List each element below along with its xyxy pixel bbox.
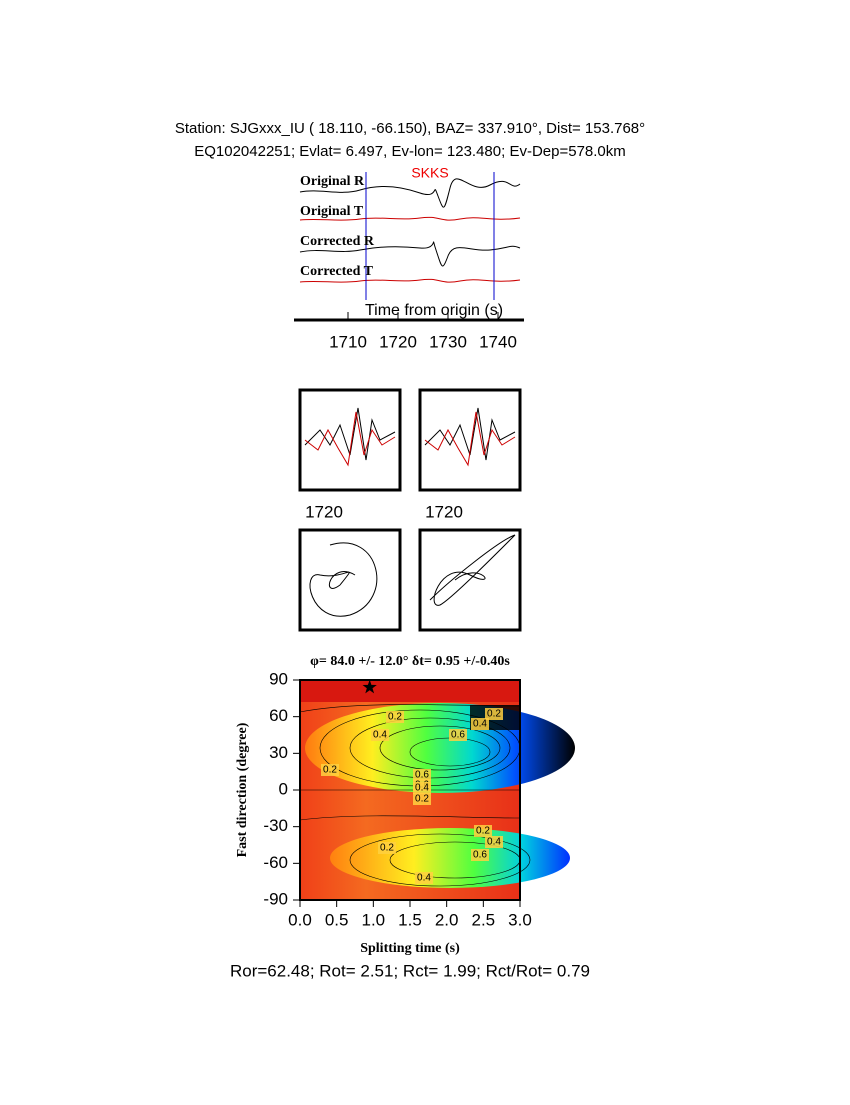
x-tick-label: 1710 xyxy=(329,332,367,351)
contour-label: 0.4 xyxy=(417,873,431,884)
contour-title: φ= 84.0 +/- 12.0° δt= 0.95 +/-0.40s xyxy=(310,654,510,669)
contour-label-bg xyxy=(413,782,431,794)
contour-label: 0.2 xyxy=(487,709,501,720)
contour-label-bg xyxy=(413,769,431,781)
y-tick-label: 30 xyxy=(269,743,288,762)
waveform-traces xyxy=(299,172,521,300)
event-line: EQ102042251; Evlat= 6.497, Ev-lon= 123.4… xyxy=(194,143,626,160)
y-tick-label: 60 xyxy=(269,706,288,725)
window-boxes xyxy=(298,388,522,632)
contour-label: 0.2 xyxy=(323,765,337,776)
contour-label-bg xyxy=(371,729,389,741)
trace-label: Corrected R xyxy=(300,234,375,249)
x-tick-label: 2.0 xyxy=(435,910,459,929)
contour-label: 0.6 xyxy=(451,730,465,741)
x-tick-label: 2.5 xyxy=(472,910,496,929)
x-tick-label: 1720 xyxy=(379,332,417,351)
contour-label: 0.4 xyxy=(473,719,487,730)
contour-label-bg xyxy=(378,842,396,854)
contour-label-bg xyxy=(471,718,489,730)
contour-label-bg xyxy=(474,825,492,837)
x-tick-label: 1730 xyxy=(429,332,467,351)
contour-label: 0.6 xyxy=(473,850,487,861)
y-tick-label: -60 xyxy=(263,853,288,872)
contour-label: 0.2 xyxy=(415,794,429,805)
y-tick-label: 90 xyxy=(269,669,288,688)
window-label: 1720 xyxy=(305,502,343,521)
contour-label: 0.2 xyxy=(476,826,490,837)
x-tick-label: 1.5 xyxy=(398,910,422,929)
phase-label: SKKS xyxy=(411,165,448,181)
y-tick-label: 0 xyxy=(279,779,288,798)
trace-label: Original T xyxy=(300,204,364,219)
x-tick-label: 1.0 xyxy=(362,910,386,929)
contour-label: 0.4 xyxy=(487,837,501,848)
x-tick-label: 0.5 xyxy=(325,910,349,929)
trace-label: Original R xyxy=(300,174,365,189)
station-line: Station: SJGxxx_IU ( 18.110, -66.150), B… xyxy=(175,120,645,137)
contour-label-bg xyxy=(485,836,503,848)
contour-label: 0.6 xyxy=(415,770,429,781)
y-tick-label: -30 xyxy=(263,816,288,835)
contour-label: 0.2 xyxy=(380,843,394,854)
best-fit-star xyxy=(362,679,377,694)
contour-label-bg xyxy=(471,849,489,861)
contour-label: 0.4 xyxy=(373,730,387,741)
x-tick-label: 1740 xyxy=(479,332,517,351)
x-axis-label: Time from origin (s) xyxy=(365,302,503,319)
trace-label: Corrected T xyxy=(300,264,374,279)
y-tick-label: -90 xyxy=(263,889,288,908)
window-label: 1720 xyxy=(425,502,463,521)
contour-label-bg xyxy=(485,708,503,720)
footer: Ror=62.48; Rot= 2.51; Rct= 1.99; Rct/Rot… xyxy=(230,961,590,980)
contour-label-bg xyxy=(449,729,467,741)
contour-label-bg xyxy=(386,711,404,723)
x-axis-label: Splitting time (s) xyxy=(360,941,460,956)
x-tick-label: 3.0 xyxy=(508,910,532,929)
contour-label: 0.2 xyxy=(388,712,402,723)
contour-label-bg xyxy=(321,764,339,776)
contour-label-bg xyxy=(413,793,431,805)
contour-label-bg xyxy=(415,872,433,884)
contour-field xyxy=(299,679,575,901)
contour-label: 0.4 xyxy=(415,783,429,794)
x-tick-label: 0.0 xyxy=(288,910,312,929)
y-axis-label: Fast direction (degree) xyxy=(235,722,250,857)
